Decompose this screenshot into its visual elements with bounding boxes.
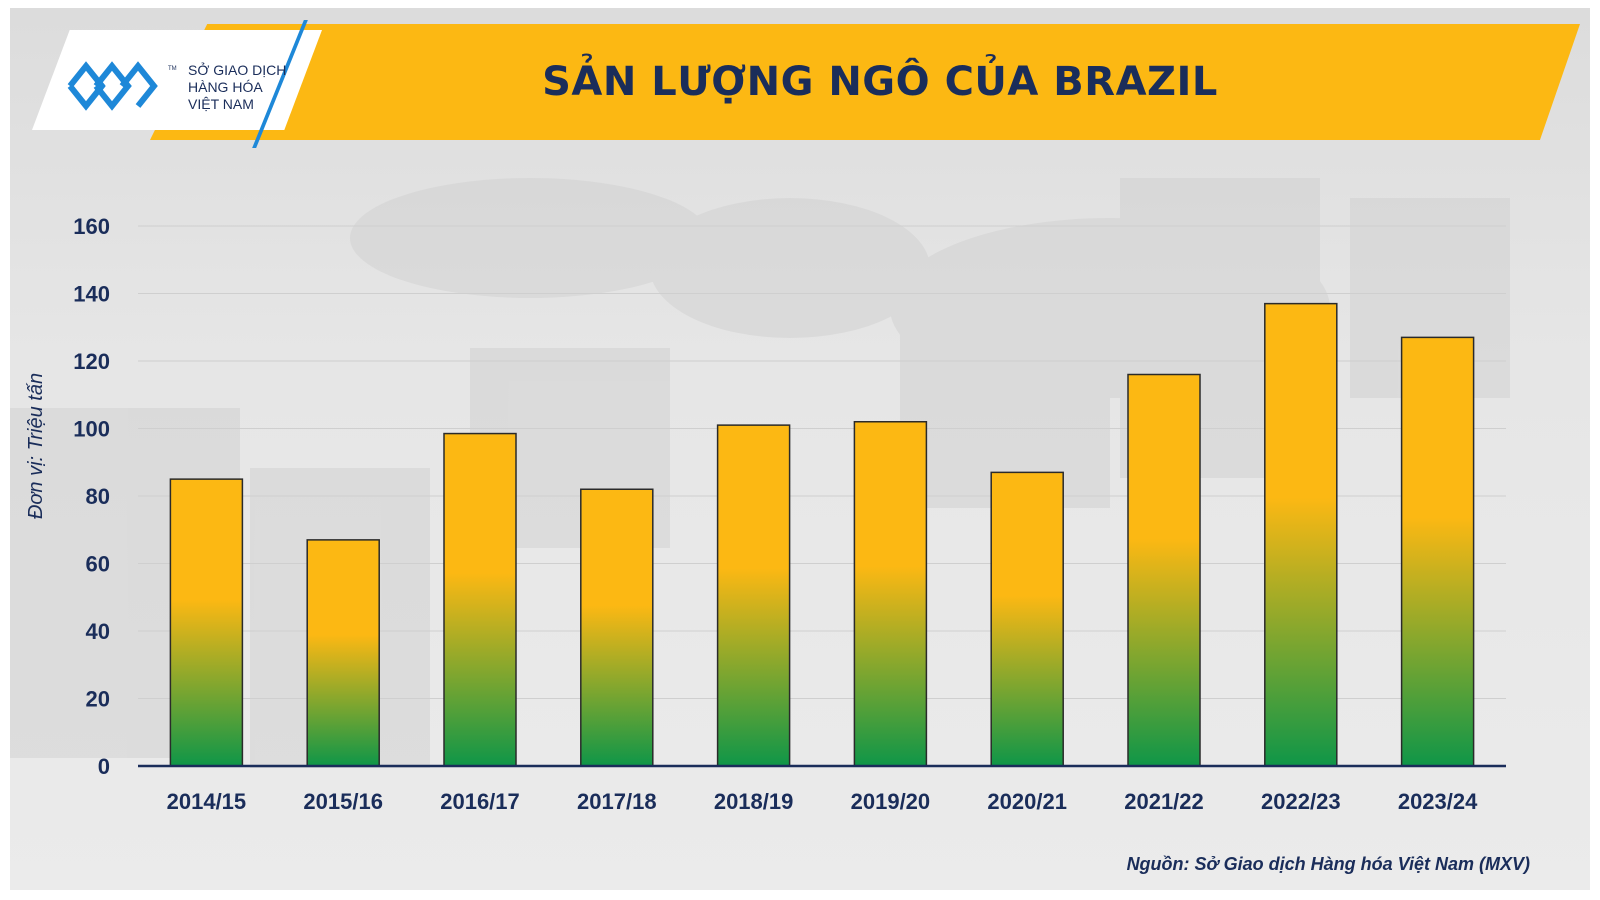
x-tick-label: 2021/22 [1124,789,1204,814]
y-tick-label: 100 [73,417,110,442]
trademark-mark: TM [168,66,177,72]
bar-2022-23 [1264,302,1338,767]
bar-2014-15 [169,478,244,767]
bar-2020-21 [990,471,1064,767]
y-tick-label: 60 [86,552,110,577]
mxv-logo-icon [67,61,158,111]
y-tick-label: 140 [73,282,110,307]
y-axis-label: Đơn vị: Triệu tấn [25,373,47,519]
chart-card: TM SỞ GIAO DỊCH HÀNG HÓA VIỆT NAM SẢN LƯ… [10,8,1590,890]
x-tick-label: 2014/15 [167,789,247,814]
source-note: Nguồn: Sở Giao dịch Hàng hóa Việt Nam (M… [1126,854,1530,874]
logo-box [32,30,322,130]
title-banner [150,24,1580,140]
bar-2017-18 [580,488,654,767]
bar-2018-19 [716,424,791,767]
x-tick-label: 2022/23 [1261,789,1341,814]
x-tick-label: 2016/17 [440,789,520,814]
bar-chart: 0 20 40 60 80 100 120 140 160 2014/15 2015/16 2016… [25,214,1506,814]
logo-text: SỞ GIAO DỊCH HÀNG HÓA VIỆT NAM [188,62,308,113]
logo-line-2: HÀNG HÓA [188,79,263,95]
x-tick-label: 2019/20 [851,789,931,814]
y-tick-label: 80 [86,484,110,509]
bar-2015-16 [306,539,380,767]
logo-line-3: VIỆT NAM [188,96,254,112]
bar-2021-22 [1127,373,1201,767]
bar-2023-24 [1400,336,1475,767]
y-tick-label: 40 [86,619,110,644]
x-tick-label: 2020/21 [987,789,1067,814]
x-tick-labels: 2014/15 2015/16 2016/17 2017/18 2018/19 2019/… [167,789,1478,814]
bar-2016-17 [443,432,517,767]
logo-line-1: SỞ GIAO DỊCH [188,62,287,78]
y-tick-label: 0 [98,754,110,779]
bar-2019-20 [853,421,928,767]
x-tick-label: 2015/16 [303,789,383,814]
y-tick-label: 120 [73,349,110,374]
x-tick-label: 2018/19 [714,789,794,814]
y-tick-label: 160 [73,214,110,239]
y-tick-label: 20 [86,687,110,712]
x-tick-label: 2023/24 [1398,789,1478,814]
bars [169,302,1475,767]
x-tick-label: 2017/18 [577,789,657,814]
chart-title: SẢN LƯỢNG NGÔ CỦA BRAZIL [542,59,1218,105]
y-tick-labels: 0 20 40 60 80 100 120 140 160 [73,214,110,779]
